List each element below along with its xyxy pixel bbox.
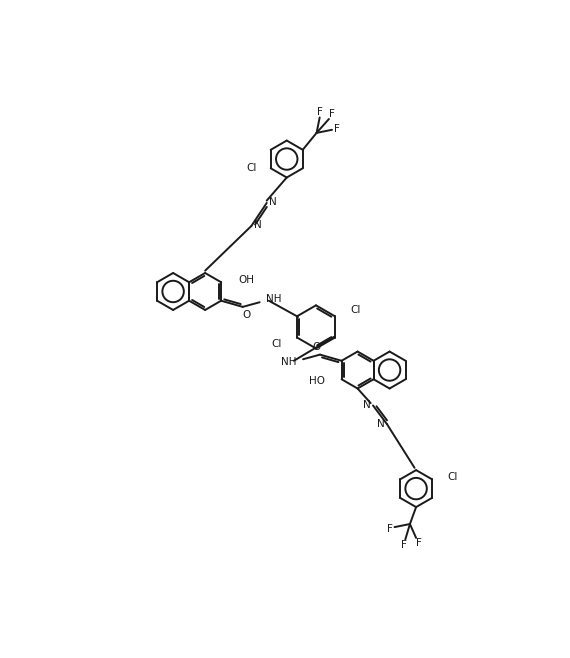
Text: F: F (416, 538, 422, 548)
Text: N: N (269, 197, 277, 207)
Text: Cl: Cl (447, 472, 458, 482)
Text: F: F (401, 540, 407, 550)
Text: F: F (329, 109, 335, 119)
Text: OH: OH (238, 275, 254, 285)
Text: Cl: Cl (350, 305, 360, 315)
Text: N: N (254, 220, 262, 230)
Text: NH: NH (282, 357, 297, 367)
Text: N: N (377, 419, 385, 429)
Text: N: N (363, 401, 371, 411)
Text: O: O (242, 309, 251, 320)
Text: F: F (317, 107, 323, 117)
Text: Cl: Cl (246, 163, 257, 173)
Text: NH: NH (266, 294, 281, 304)
Text: HO: HO (308, 376, 325, 386)
Text: F: F (387, 524, 393, 534)
Text: O: O (312, 342, 320, 352)
Text: Cl: Cl (271, 339, 282, 349)
Text: F: F (333, 124, 340, 134)
